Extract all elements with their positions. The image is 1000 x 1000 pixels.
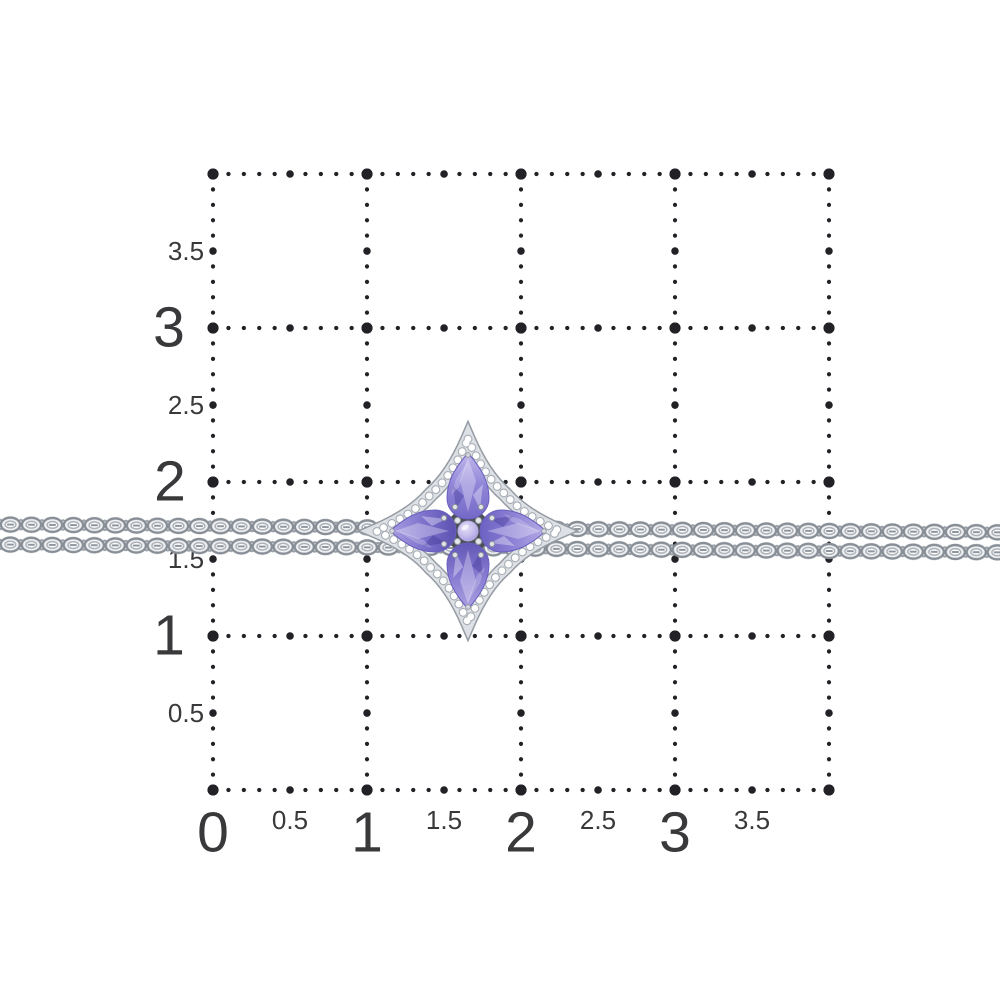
y-axis-label-2: 2 (154, 449, 186, 514)
grid-horizontal-lines (207, 168, 835, 796)
y-axis-label-0-5: 0.5 (167, 698, 205, 728)
x-axis-label-1: 1 (351, 800, 383, 865)
x-axis-label-3: 3 (659, 800, 691, 865)
x-axis-label-3-5: 3.5 (733, 805, 771, 835)
x-axis-label-0: 0 (197, 800, 229, 865)
y-axis-label-2-5: 2.5 (167, 390, 205, 420)
x-axis-label-2-5: 2.5 (579, 805, 617, 835)
y-axis-label-3-5: 3.5 (167, 236, 205, 266)
x-axis-label-2: 2 (505, 800, 537, 865)
x-axis-label-0-5: 0.5 (271, 805, 309, 835)
center-stone (454, 517, 482, 545)
flower-pendant (376, 439, 560, 623)
x-axis-label-1-5: 1.5 (425, 805, 463, 835)
y-axis-label-3: 3 (153, 295, 185, 360)
y-axis-label-1: 1 (153, 603, 185, 668)
